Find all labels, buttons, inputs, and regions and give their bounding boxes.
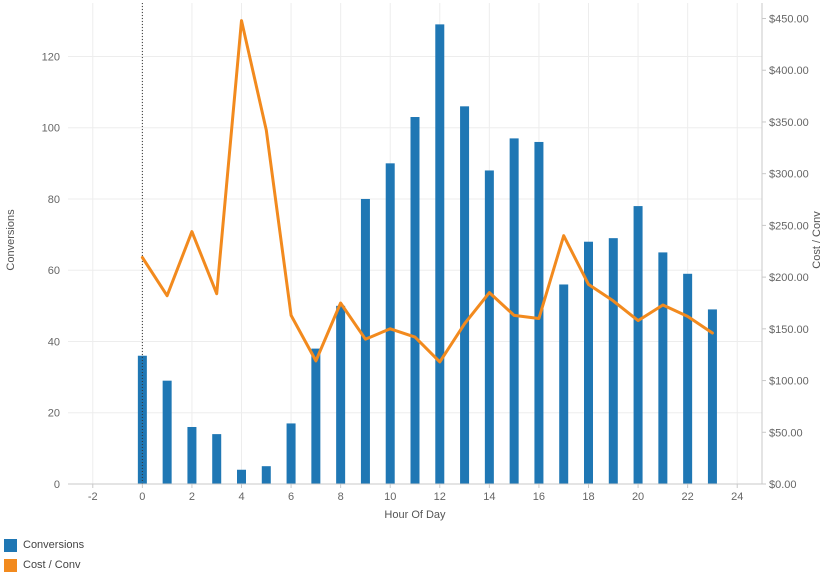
x-tick-label: 20 xyxy=(632,491,644,503)
y-tick-label: 20 xyxy=(48,408,60,420)
legend-swatch-cost-per-conv xyxy=(4,558,17,572)
axes xyxy=(68,3,766,488)
y-tick-label: 80 xyxy=(48,194,60,206)
y2-tick-label: $0.00 xyxy=(769,479,797,491)
bar[interactable] xyxy=(509,138,519,485)
bar[interactable] xyxy=(707,309,717,484)
bar[interactable] xyxy=(237,469,246,484)
x-axis-title: Hour Of Day xyxy=(384,509,446,521)
cost-per-conv-line-layer xyxy=(140,19,714,364)
conversions-bars xyxy=(137,24,717,485)
bar[interactable] xyxy=(608,238,618,484)
y-tick-label: 40 xyxy=(48,336,60,348)
x-tick-label: 16 xyxy=(533,491,545,503)
y2-tick-label: $200.00 xyxy=(769,272,809,284)
y-tick-label: 120 xyxy=(42,51,60,63)
x-tick-label: 4 xyxy=(238,491,244,503)
y2-tick-label: $450.00 xyxy=(769,14,809,26)
bar[interactable] xyxy=(137,355,147,484)
x-tick-label: 10 xyxy=(384,491,396,503)
bar[interactable] xyxy=(311,348,321,484)
y-tick-label: 100 xyxy=(42,123,60,135)
bar[interactable] xyxy=(435,24,445,484)
y2-tick-label: $150.00 xyxy=(769,324,809,336)
x-tick-label: 24 xyxy=(731,491,743,503)
bar[interactable] xyxy=(360,198,370,485)
x-tick-label: 0 xyxy=(139,491,145,503)
bar[interactable] xyxy=(261,466,271,484)
y-axis-title: Conversions xyxy=(5,209,17,271)
legend-label-cost-per-conv: Cost / Conv xyxy=(23,559,81,571)
bar[interactable] xyxy=(683,273,693,484)
x-tick-label: 14 xyxy=(483,491,495,503)
x-tick-label: 22 xyxy=(682,491,694,503)
x-tick-label: 18 xyxy=(582,491,594,503)
bar[interactable] xyxy=(658,252,668,484)
legend: Conversions Cost / Conv xyxy=(4,535,84,575)
bar[interactable] xyxy=(633,206,643,485)
bar[interactable] xyxy=(336,305,346,484)
bar[interactable] xyxy=(162,380,172,484)
x-tick-label: 8 xyxy=(338,491,344,503)
cost-per-conv-line[interactable] xyxy=(140,19,714,364)
y2-tick-label: $350.00 xyxy=(769,117,809,129)
bar[interactable] xyxy=(484,170,494,484)
y-tick-label: 60 xyxy=(48,265,60,277)
tick-labels: -2 0 2 4 6 8 10 12 14 16 18 20 22 24020406080100120$0… xyxy=(42,14,809,503)
bar[interactable] xyxy=(212,434,222,484)
y2-tick-label: $50.00 xyxy=(769,427,803,439)
legend-swatch-conversions xyxy=(4,538,17,552)
x-tick-label: 12 xyxy=(434,491,446,503)
x-tick-label: 6 xyxy=(288,491,294,503)
legend-label-conversions: Conversions xyxy=(23,539,85,551)
bar[interactable] xyxy=(286,423,296,484)
x-tick-label: 2 xyxy=(189,491,195,503)
x-tick-label: -2 xyxy=(88,491,98,503)
bar[interactable] xyxy=(460,106,470,484)
y2-tick-label: $250.00 xyxy=(769,220,809,232)
legend-item-cost-per-conv[interactable]: Cost / Conv xyxy=(4,555,84,575)
y-tick-label: 0 xyxy=(54,479,60,491)
y2-tick-label: $400.00 xyxy=(769,65,809,77)
bar[interactable] xyxy=(559,284,569,484)
y2-axis-title: Cost / Conv xyxy=(811,211,823,269)
bar[interactable] xyxy=(385,163,395,485)
y2-tick-label: $100.00 xyxy=(769,376,809,388)
legend-item-conversions[interactable]: Conversions xyxy=(4,535,84,555)
bar[interactable] xyxy=(410,117,420,484)
bar[interactable] xyxy=(534,141,544,484)
bar[interactable] xyxy=(187,426,197,484)
bar[interactable] xyxy=(584,241,593,484)
y2-tick-label: $300.00 xyxy=(769,169,809,181)
